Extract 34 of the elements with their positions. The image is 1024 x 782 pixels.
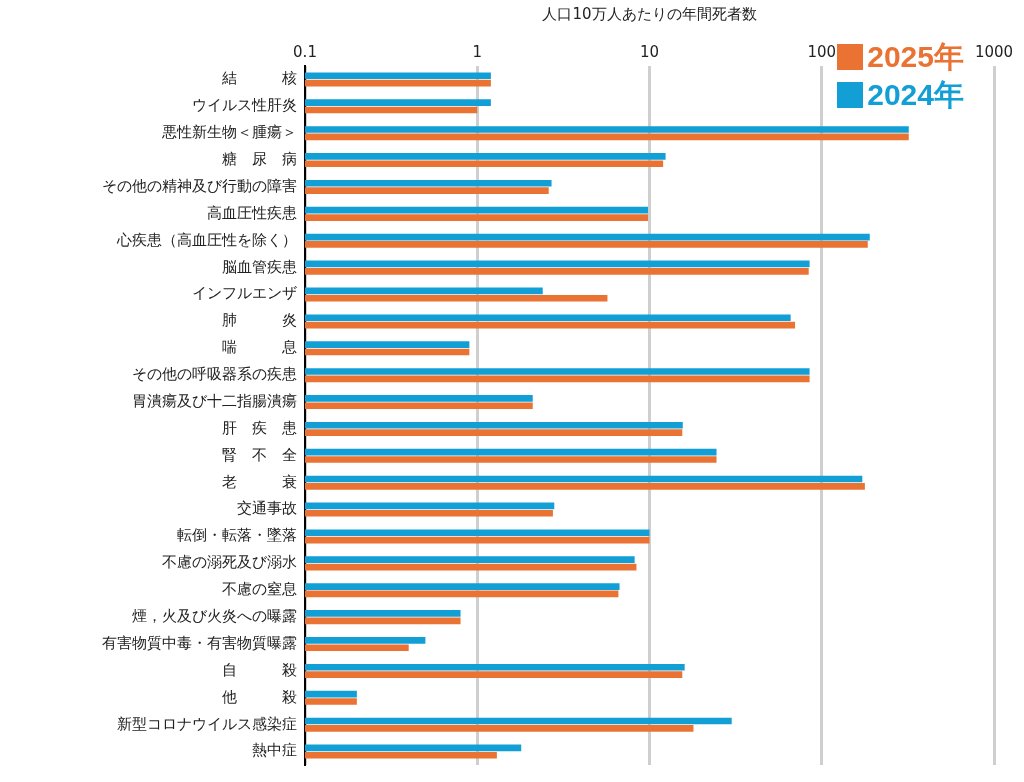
y-tick-label: 肝 疾 患 — [222, 418, 297, 437]
y-tick-label: インフルエンザ — [192, 284, 297, 303]
y-tick-label: 有害物質中毒・有害物質曝露 — [102, 633, 297, 652]
y-tick-label: 煙，火及び火炎への曝露 — [132, 607, 297, 626]
y-tick-label: 自 殺 — [222, 660, 297, 679]
y-tick-label: 交通事故 — [237, 499, 297, 518]
y-tick-label: 老 衰 — [222, 472, 297, 491]
y-tick-label: 熱中症 — [252, 741, 297, 760]
x-tick-label: 100 — [807, 42, 837, 61]
y-tick-label: 高血圧性疾患 — [207, 203, 297, 222]
y-tick-label: その他の精神及び行動の障害 — [102, 176, 297, 195]
y-tick-label: 腎 不 全 — [222, 445, 297, 464]
y-tick-label: 悪性新生物＜腫瘍＞ — [161, 123, 297, 142]
y-tick-label: 心疾患（高血圧性を除く） — [116, 230, 297, 249]
y-tick-label: 転倒・転落・墜落 — [177, 526, 297, 545]
y-tick-label: 肺 炎 — [222, 311, 297, 330]
y-tick-label: 不慮の溺死及び溺水 — [162, 553, 297, 572]
x-axis-title: 人口10万人あたりの年間死者数 — [542, 4, 757, 23]
legend-label: 2025年 — [867, 39, 964, 75]
x-tick-label: 1 — [472, 42, 483, 61]
y-tick-label: 喘 息 — [222, 338, 297, 357]
x-tick-label: 1000 — [974, 42, 1014, 61]
y-tick-label: 脳血管疾患 — [222, 257, 297, 276]
y-tick-label: ウイルス性肝炎 — [192, 96, 297, 115]
y-tick-label: 不慮の窒息 — [222, 580, 297, 599]
y-tick-label: 胃潰瘍及び十二指腸潰瘍 — [132, 391, 297, 410]
x-tick-label: 10 — [639, 42, 660, 61]
y-tick-label: 結 核 — [221, 69, 297, 88]
legend-label: 2024年 — [867, 77, 964, 113]
x-tick-label: 0.1 — [293, 42, 317, 61]
y-tick-label: その他の呼吸器系の疾患 — [132, 365, 297, 384]
y-tick-label: 糖 尿 病 — [222, 149, 297, 168]
y-tick-label: 新型コロナウイルス感染症 — [117, 714, 297, 733]
y-tick-label: 他 殺 — [222, 687, 297, 706]
